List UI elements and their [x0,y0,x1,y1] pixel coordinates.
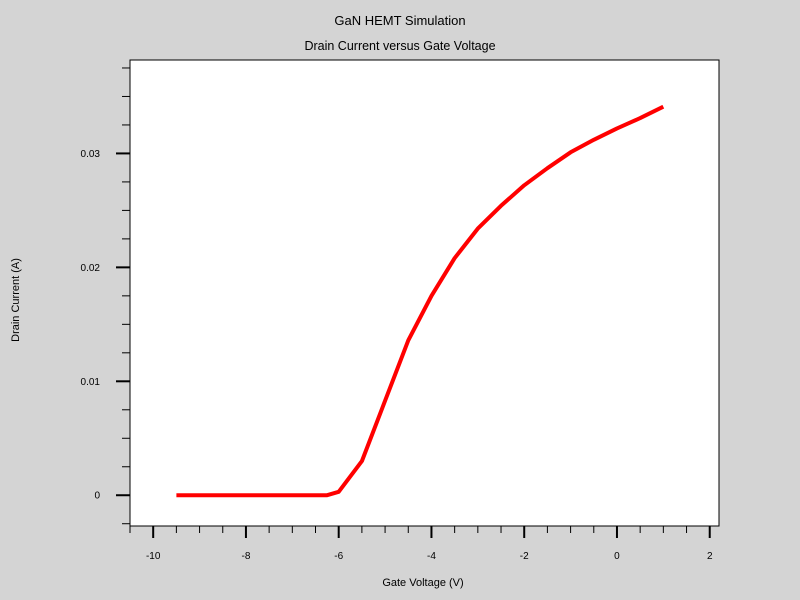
series-layer [176,104,665,498]
x-tick-label: -2 [520,551,529,562]
chart-subtitle: Drain Current versus Gate Voltage [304,39,496,53]
x-tick-label: -4 [427,551,436,562]
x-tick-label: 2 [707,551,713,562]
y-tick-label: 0 [94,491,100,502]
y-tick-label: 0.01 [81,377,101,388]
x-tick-label: -10 [146,551,161,562]
x-tick-label: -6 [334,551,343,562]
y-axis: 0 0.01 0.02 0.03 [81,67,130,525]
series-line [176,104,665,498]
chart-title: GaN HEMT Simulation [334,13,466,28]
y-axis-label: Drain Current (A) [10,258,22,342]
y-tick-label: 0.02 [81,263,101,274]
y-tick-label: 0.03 [81,149,101,160]
x-tick-label: -8 [241,551,250,562]
x-axis: -10 -8 -6 -4 -2 0 2 [129,526,713,562]
x-tick-label: 0 [614,551,620,562]
x-axis-label: Gate Voltage (V) [382,577,464,589]
plot-area [129,59,720,527]
